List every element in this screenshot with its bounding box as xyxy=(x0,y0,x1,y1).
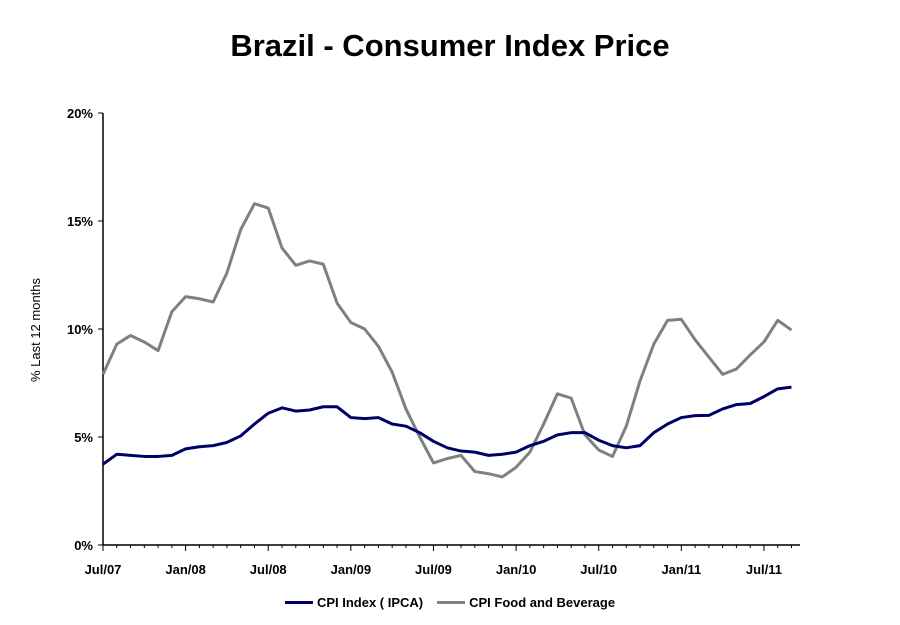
x-tick-label: Jul/11 xyxy=(746,562,782,577)
y-tick-label: 10% xyxy=(67,322,93,337)
x-tick-label: Jul/07 xyxy=(85,562,122,577)
series-line-food xyxy=(101,202,793,479)
y-tick-label: 0% xyxy=(74,538,93,553)
x-tick-label: Jan/10 xyxy=(496,562,536,577)
legend-label: CPI Index ( IPCA) xyxy=(316,595,424,610)
x-tick-label: Jan/08 xyxy=(165,562,205,577)
legend-swatch xyxy=(437,601,466,604)
y-tick-label: 20% xyxy=(67,106,93,121)
legend: CPI Index ( IPCA) CPI Food and Beverage xyxy=(0,595,900,610)
x-tick-label: Jul/09 xyxy=(415,562,452,577)
x-tick-label: Jul/10 xyxy=(580,562,617,577)
x-tick-label: Jan/09 xyxy=(331,562,371,577)
legend-label: CPI Food and Beverage xyxy=(469,595,616,610)
y-axis-label: % Last 12 months xyxy=(28,277,43,382)
x-tick-label: Jul/08 xyxy=(250,562,287,577)
series-line-ipca xyxy=(102,385,792,466)
legend-item-ipca: CPI Index ( IPCA) xyxy=(284,595,424,610)
x-tick-label: Jan/11 xyxy=(661,562,701,577)
y-tick-label: 15% xyxy=(67,214,93,229)
legend-item-food: CPI Food and Beverage xyxy=(437,595,615,610)
chart-title: Brazil - Consumer Index Price xyxy=(230,28,670,63)
y-tick-label: 5% xyxy=(74,430,93,445)
legend-swatch xyxy=(284,601,313,604)
